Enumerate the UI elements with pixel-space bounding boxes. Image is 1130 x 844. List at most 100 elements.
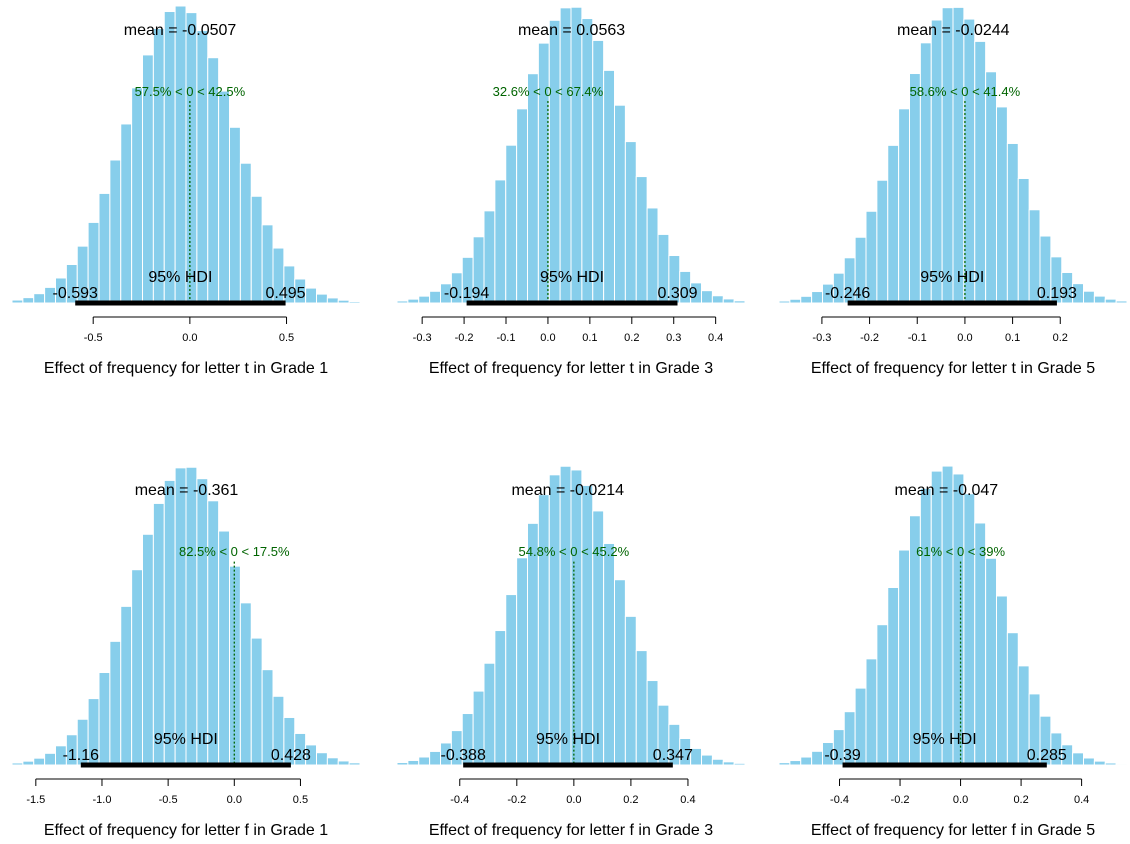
- histogram-bar: [570, 6, 583, 304]
- x-tick-label: 0.2: [1053, 332, 1068, 344]
- histogram-bar: [229, 126, 241, 304]
- histogram-bar: [98, 192, 111, 304]
- panel-t-grade-3: mean = 0.0563 32.6% < 0 < 67.4% 95% HDI -0.…: [396, 6, 746, 377]
- histogram-bar: [985, 71, 998, 304]
- x-tick-label: -0.2: [455, 332, 474, 344]
- comparison-label: 61% < 0 < 39%: [916, 544, 1005, 559]
- histogram-bar: [527, 522, 539, 766]
- histogram-bar: [348, 762, 361, 766]
- histogram-bar: [985, 557, 998, 766]
- histogram-bar: [1115, 300, 1128, 304]
- x-tick-label: 0.2: [624, 332, 639, 344]
- mean-label: mean = 0.0563: [518, 22, 625, 39]
- hdi-low-label: -0.388: [440, 747, 485, 764]
- histogram-bar: [1093, 295, 1106, 304]
- histogram-bar: [429, 750, 442, 766]
- hdi-low-label: -1.16: [63, 747, 100, 764]
- x-tick-label: -0.1: [497, 332, 516, 344]
- mean-label: mean = -0.0214: [511, 482, 624, 499]
- histogram-bar: [1104, 762, 1117, 766]
- histogram-bar: [131, 87, 144, 304]
- histogram-bar: [348, 301, 361, 304]
- histogram-bar: [887, 587, 900, 766]
- hdi-title: 95% HDI: [540, 269, 604, 286]
- histogram-bar: [919, 42, 932, 304]
- x-tick-label: 0.2: [623, 794, 638, 806]
- histogram-bar: [33, 757, 46, 766]
- histogram-bar: [930, 19, 943, 304]
- x-tick-label: 0.0: [227, 794, 242, 806]
- hdi-high-label: 0.193: [1037, 285, 1077, 302]
- hdi-low-label: -0.39: [824, 747, 861, 764]
- x-tick-label: 0.0: [953, 794, 968, 806]
- histogram-bar: [733, 300, 746, 304]
- x-axis-title: Effect of frequency for letter f in Grad…: [811, 822, 1095, 839]
- histogram-bar: [963, 493, 976, 766]
- histogram-bar: [174, 5, 187, 304]
- hdi-title: 95% HDI: [920, 269, 984, 286]
- histogram-bar: [909, 73, 921, 304]
- x-tick-label: 0.3: [666, 332, 681, 344]
- histogram-bar: [635, 650, 648, 766]
- histogram-bar: [505, 144, 518, 304]
- histogram-bar: [250, 637, 263, 766]
- x-tick-label: -1.0: [92, 794, 111, 806]
- hdi-high-label: 0.428: [271, 747, 311, 764]
- histogram-bar: [559, 7, 572, 304]
- histogram-bar: [1006, 632, 1019, 766]
- hdi-low-label: -0.194: [444, 285, 489, 302]
- histogram-bar: [581, 484, 594, 766]
- hdi-title: 95% HDI: [148, 269, 212, 286]
- x-axis-title: Effect of frequency for letter t in Grad…: [811, 360, 1095, 377]
- histogram-bar: [152, 502, 165, 766]
- histogram-bar: [174, 467, 187, 766]
- x-tick-label: -0.3: [413, 332, 432, 344]
- histogram-bar: [570, 469, 583, 766]
- histogram-bar: [548, 19, 561, 304]
- histogram-bar: [152, 27, 165, 304]
- histogram-bar: [527, 73, 539, 304]
- histogram-bar: [1072, 752, 1085, 766]
- mean-label: mean = -0.361: [135, 482, 239, 499]
- x-tick-label: -0.4: [830, 794, 849, 806]
- histogram-bar: [559, 465, 572, 766]
- histogram-bar: [624, 615, 637, 766]
- x-tick-label: 0.5: [293, 794, 308, 806]
- histogram-bar: [22, 297, 35, 304]
- histogram-bar: [996, 595, 1008, 766]
- x-axis-title: Effect of frequency for letter t in Grad…: [44, 360, 328, 377]
- histogram-bar: [163, 479, 176, 766]
- x-tick-label: 0.1: [582, 332, 597, 344]
- histogram-bar: [396, 762, 409, 766]
- histogram-bar: [337, 760, 350, 766]
- histogram-bar: [974, 522, 987, 766]
- histogram-bar: [646, 207, 659, 304]
- histogram-bar: [974, 40, 987, 304]
- histogram-bar: [22, 760, 35, 766]
- histogram-bar: [778, 300, 791, 304]
- histogram-bar: [218, 530, 231, 766]
- histogram-bar: [624, 141, 637, 304]
- histogram-bar: [196, 30, 209, 304]
- histogram-bar: [941, 465, 954, 766]
- histogram-bar: [722, 761, 735, 766]
- x-tick-label: 0.2: [1013, 794, 1028, 806]
- histogram-bar: [811, 291, 824, 304]
- histogram-bar: [800, 756, 813, 766]
- panel-f-grade-3: mean = -0.0214 54.8% < 0 < 45.2% 95% HDI -0…: [396, 465, 746, 839]
- x-tick-label: -0.4: [450, 794, 469, 806]
- histogram-bar: [789, 298, 802, 304]
- histogram-bar: [603, 542, 616, 766]
- hdi-high-label: 0.347: [653, 747, 693, 764]
- histogram-bar: [516, 108, 529, 304]
- histogram-bar: [494, 630, 507, 766]
- histogram-bar: [407, 759, 420, 766]
- x-tick-label: -0.2: [891, 794, 910, 806]
- histogram-bar: [789, 760, 802, 766]
- histogram-bar: [1104, 298, 1117, 304]
- comparison-label: 57.5% < 0 < 42.5%: [135, 84, 246, 99]
- histogram-bar: [494, 179, 507, 304]
- histogram-bar: [326, 297, 339, 304]
- mean-label: mean = -0.047: [895, 482, 999, 499]
